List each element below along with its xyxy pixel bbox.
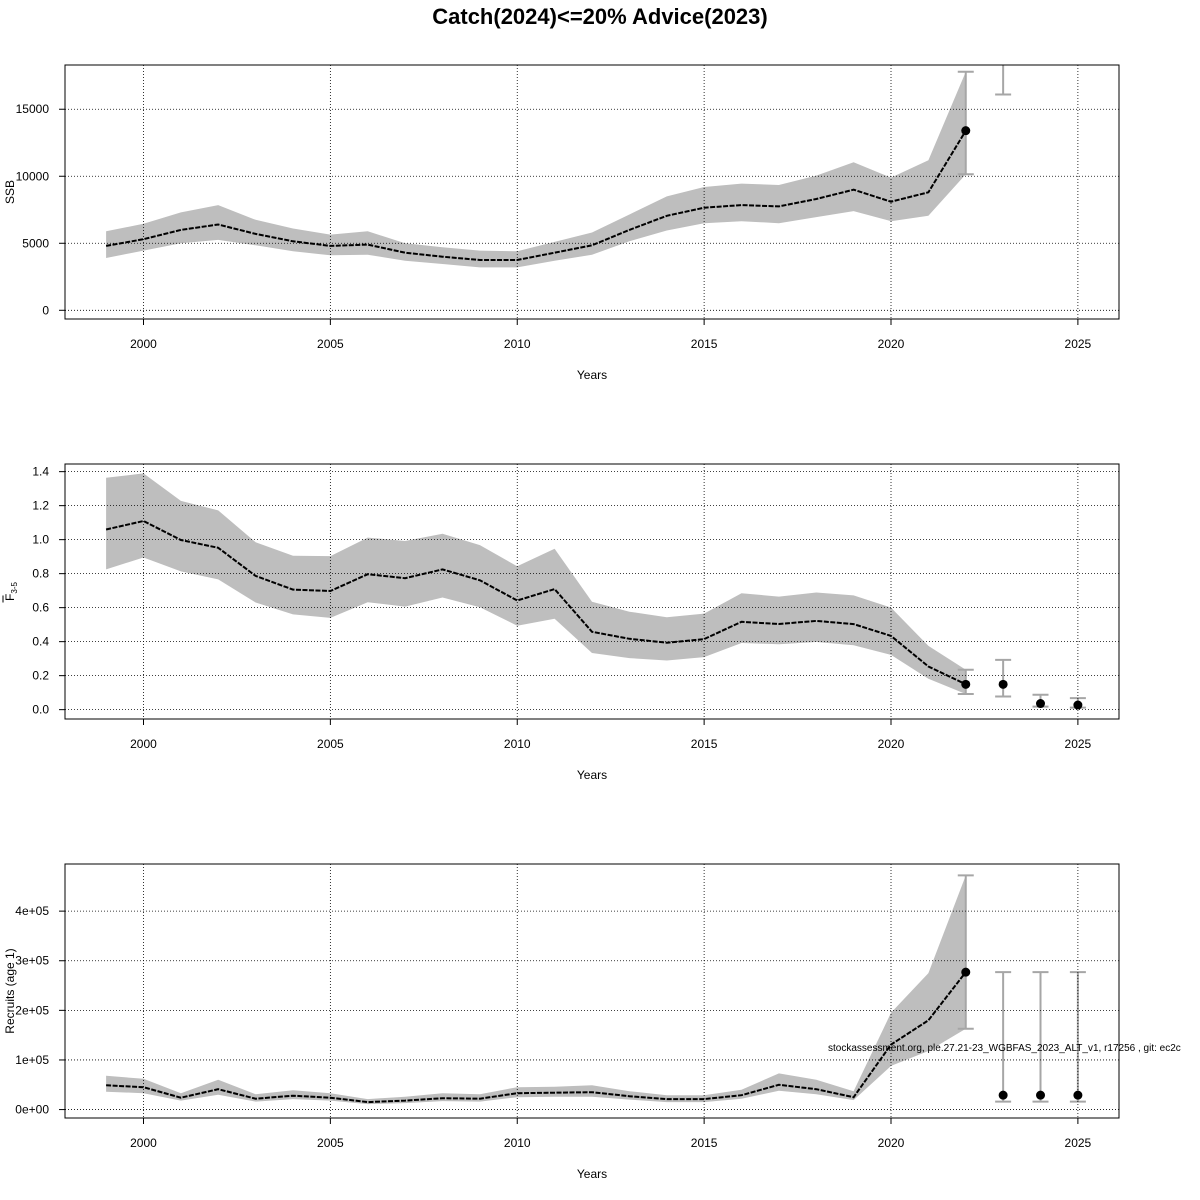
figure-title: Catch(2024)<=20% Advice(2023)	[432, 4, 767, 29]
y-axis-label-subscript: 3-5	[10, 581, 19, 593]
plot-area	[105, 65, 1012, 268]
plot-area	[105, 473, 1086, 710]
y-tick-label: 1.2	[32, 499, 49, 513]
x-axis-label: Years	[577, 768, 607, 782]
series-line	[105, 519, 967, 686]
y-axis-label: F3-5	[3, 581, 19, 600]
x-tick-label: 2025	[1065, 737, 1092, 751]
data-point	[961, 126, 971, 136]
y-tick-label: 0	[42, 303, 49, 317]
x-tick-label: 2010	[504, 337, 531, 351]
x-tick-label: 2005	[317, 737, 344, 751]
x-tick-label: 2005	[317, 1136, 344, 1150]
y-tick-label: 1.0	[32, 533, 49, 547]
data-point	[1036, 1090, 1046, 1100]
x-tick-label: 2025	[1065, 337, 1092, 351]
panel-1: 2000 2005 2010 2015 2020 2025 0 5000 10000 15000 Y…	[3, 64, 1120, 382]
x-tick-label: 2010	[504, 737, 531, 751]
y-tick-label: 1.4	[32, 465, 49, 479]
y-axis-label: SSB	[3, 180, 17, 204]
x-tick-label: 2005	[317, 337, 344, 351]
y-tick-label: 0.4	[32, 635, 49, 649]
y-tick-label: 3e+05	[15, 954, 49, 968]
confidence-band	[106, 875, 966, 1105]
x-tick-label: 2015	[691, 1136, 718, 1150]
x-axis-label: Years	[577, 1167, 607, 1181]
data-point	[1073, 700, 1083, 710]
data-point	[961, 679, 971, 689]
x-tick-label: 2020	[878, 337, 905, 351]
y-tick-label: 1e+05	[15, 1053, 49, 1067]
x-tick-label: 2000	[130, 737, 157, 751]
y-tick-label: 4e+05	[15, 904, 49, 918]
x-tick-label: 2020	[878, 1136, 905, 1150]
y-tick-label: 0.0	[32, 703, 49, 717]
y-tick-label: 0.2	[32, 669, 49, 683]
y-tick-label: 10000	[16, 169, 50, 183]
x-tick-label: 2010	[504, 1136, 531, 1150]
plot-frame	[64, 463, 1120, 720]
plot-frame	[64, 863, 1120, 1119]
y-tick-label: 5000	[22, 236, 49, 250]
data-point	[1036, 699, 1046, 709]
confidence-band	[106, 473, 966, 694]
y-tick-label: 0.8	[32, 567, 49, 581]
y-axis-label: Recruits (age 1)	[3, 948, 17, 1033]
y-tick-label: 0e+00	[15, 1103, 49, 1117]
y-tick-label: 15000	[16, 102, 50, 116]
x-axis-label: Years	[577, 368, 607, 382]
y-tick-label: 2e+05	[15, 1003, 49, 1017]
data-point	[961, 967, 971, 977]
plot-area	[106, 874, 1086, 1105]
panel-2: 2000 2005 2010 2015 2020 2025 0.0 0.2 0.4 0.6 0.8 1…	[2, 463, 1120, 782]
y-tick-label: 0.6	[32, 601, 49, 615]
x-tick-label: 2020	[878, 737, 905, 751]
series-line	[105, 130, 967, 261]
data-point	[998, 1090, 1008, 1100]
x-tick-label: 2015	[691, 737, 718, 751]
data-point	[998, 679, 1008, 689]
x-tick-label: 2025	[1065, 1136, 1092, 1150]
confidence-band	[106, 71, 966, 268]
series-line	[106, 971, 967, 1104]
x-tick-label: 2000	[130, 337, 157, 351]
footnote: stockassessment.org, ple.27.21-23_WGBFAS…	[828, 1043, 1181, 1054]
x-tick-label: 2015	[691, 337, 718, 351]
x-tick-label: 2000	[130, 1136, 157, 1150]
panel-3: 2000 2005 2010 2015 2020 2025 0e+00 1e+05 2e+05 3…	[3, 863, 1120, 1181]
panels: 2000 2005 2010 2015 2020 2025 0 5000 10000 15000 Y…	[2, 64, 1120, 1181]
plot-frame	[64, 64, 1120, 320]
